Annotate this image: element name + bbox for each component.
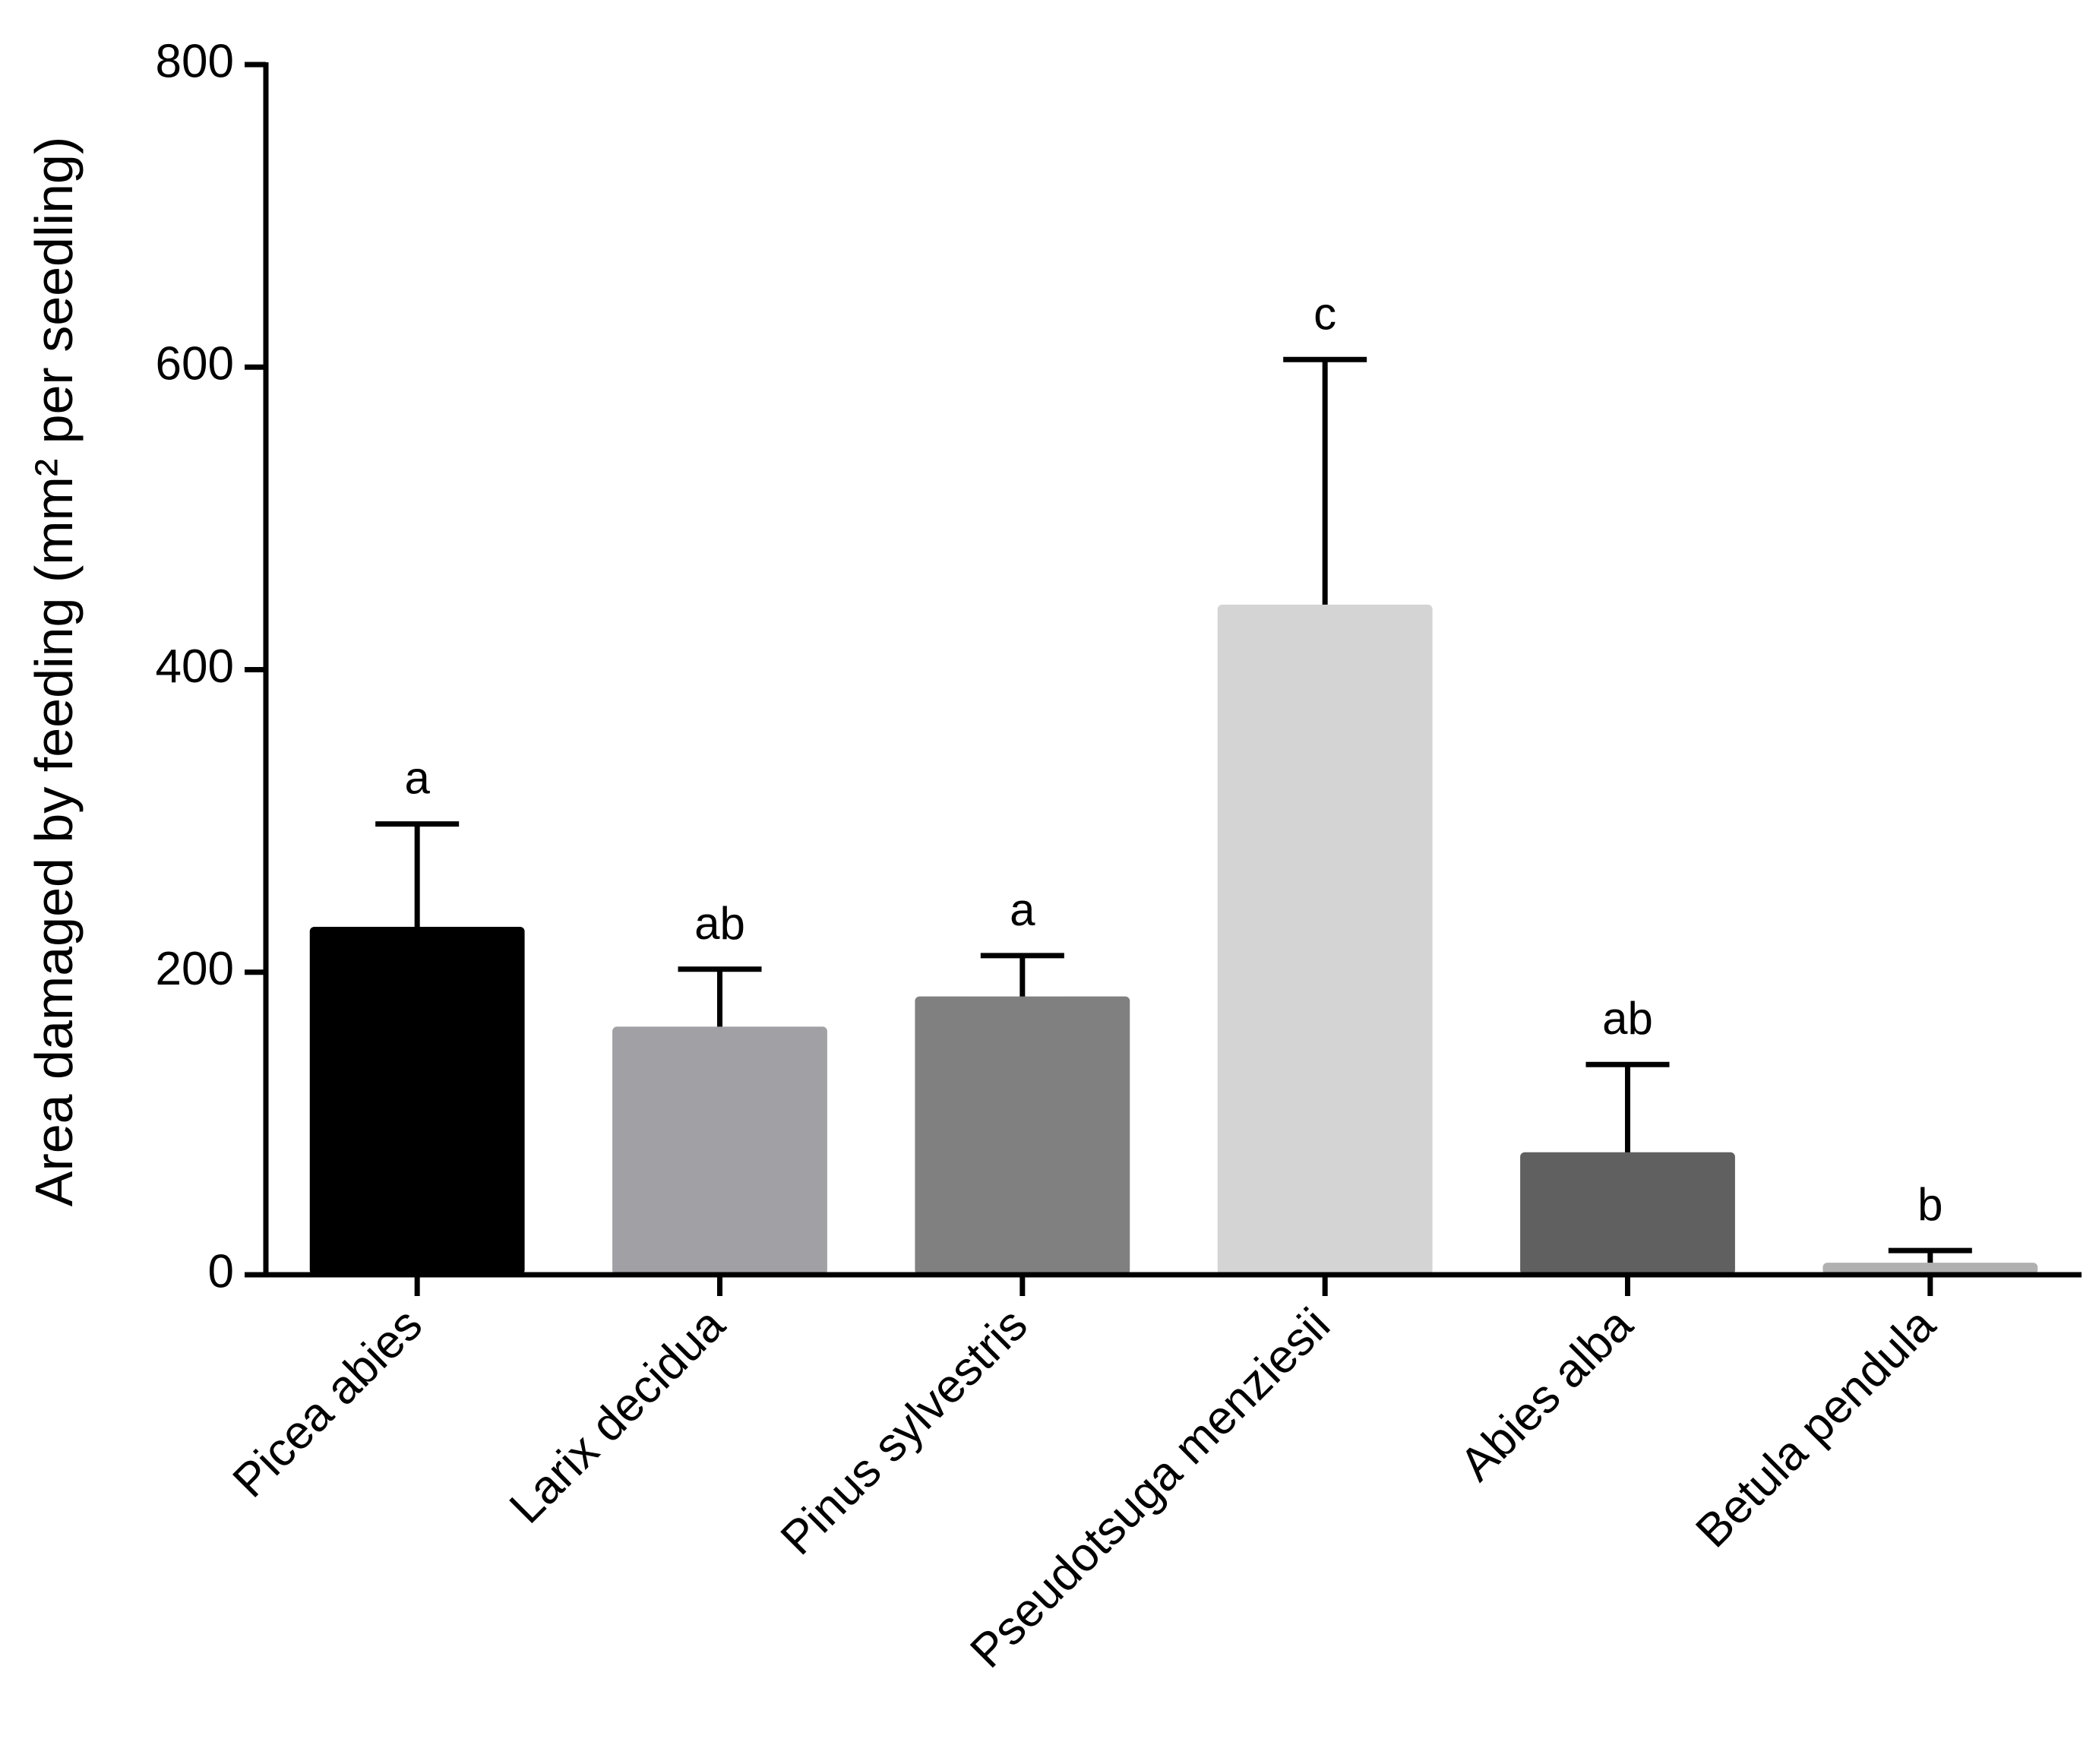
bar xyxy=(1822,1263,2038,1275)
y-tick-label: 800 xyxy=(156,35,234,87)
x-tick-label: Picea abies xyxy=(223,1298,432,1507)
bar xyxy=(612,1026,827,1275)
x-tick-label: Betula pendula xyxy=(1686,1298,1946,1558)
y-tick-label: 0 xyxy=(208,1245,234,1298)
bar xyxy=(915,996,1130,1275)
y-tick-label: 600 xyxy=(156,338,234,390)
significance-letter: b xyxy=(1917,1179,1943,1230)
x-tick-label: Abies alba xyxy=(1450,1298,1643,1491)
significance-letter: c xyxy=(1313,288,1336,339)
bar xyxy=(309,927,525,1275)
significance-letter: ab xyxy=(694,898,745,949)
significance-letter: ab xyxy=(1602,993,1653,1044)
y-tick-label: 200 xyxy=(156,943,234,995)
bar xyxy=(1217,604,1433,1275)
bar xyxy=(1520,1152,1735,1275)
x-tick-label: Pinus sylvestris xyxy=(771,1298,1038,1565)
y-tick-label: 400 xyxy=(156,640,234,693)
significance-letter: a xyxy=(404,753,430,804)
y-axis-title: Area damaged by feeding (mm² per seedlin… xyxy=(24,137,84,1207)
significance-letter: a xyxy=(1010,884,1035,935)
x-tick-label: Larix decidua xyxy=(500,1298,735,1534)
